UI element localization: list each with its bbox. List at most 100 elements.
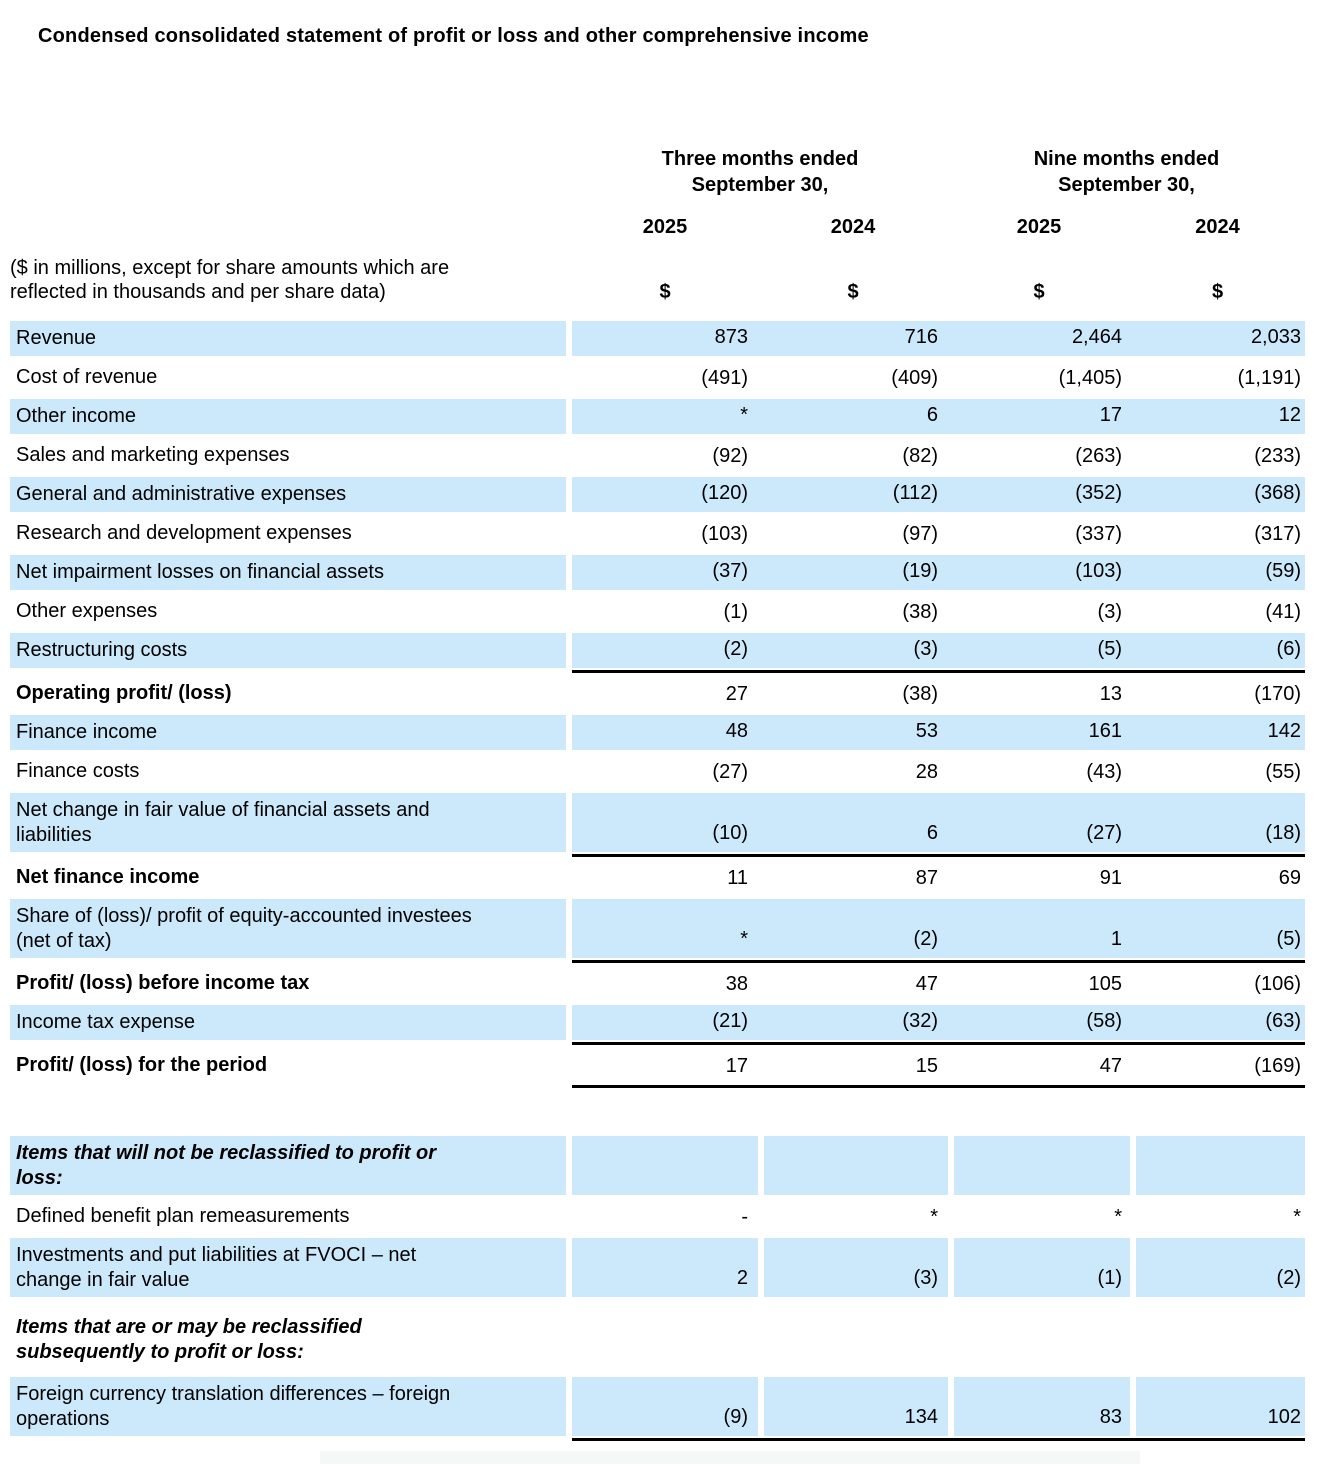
row-label: Revenue	[10, 319, 566, 358]
value-cell	[758, 1134, 948, 1197]
row-values: * 6 17 12	[572, 397, 1305, 436]
value-cell: (103)	[701, 523, 748, 545]
table-rule	[572, 960, 1305, 963]
row-values: 2 (3) (1) (2)	[572, 1236, 1305, 1299]
table-rule	[572, 1085, 1305, 1088]
value-cell: 716	[904, 326, 938, 348]
table-rule	[572, 854, 1305, 857]
value-cell: *	[740, 928, 748, 950]
year-header: 2025	[1016, 216, 1062, 238]
header-spacer	[10, 146, 572, 198]
value-cell: (1,191)	[1237, 367, 1301, 389]
row-values: (1) (38) (3) (41)	[572, 592, 1305, 631]
value-cell: (3)	[913, 638, 938, 660]
row-values: (9) 134 83 102	[572, 1375, 1305, 1438]
value-cell: (10)	[712, 822, 748, 844]
value-cell: (120)	[701, 482, 748, 504]
row-values: (2) (3) (5) (6)	[572, 631, 1305, 670]
row-label: Cost of revenue	[16, 366, 158, 388]
year-header-row: 2025 2024 2025 2024	[10, 216, 1305, 239]
row-label: Profit/ (loss) for the period	[16, 1054, 268, 1076]
row-label: Sales and marketing expenses	[16, 444, 290, 466]
value-cell: 13	[1099, 683, 1122, 705]
value-cell: (59)	[1265, 560, 1301, 582]
row-label: Restructuring costs	[10, 631, 566, 670]
value-cell: *	[948, 1197, 1130, 1236]
value-cell: (92)	[712, 445, 748, 467]
table-note: ($ in millions, except for share amounts…	[10, 257, 450, 303]
row-values: 11 87 91 69	[572, 858, 1305, 897]
row-values: * (2) 1 (5)	[572, 897, 1305, 960]
year-header: 2024	[1195, 216, 1240, 238]
table-row: Finance costs (27) 28 (43) (55)	[10, 752, 1305, 791]
value-cell: 6	[926, 404, 938, 426]
value-cell: (2)	[723, 638, 748, 660]
table-row: Share of (loss)/ profit of equity-accoun…	[10, 897, 1305, 960]
row-values: (103) (97) (337) (317)	[572, 514, 1305, 553]
table-row: Net finance income 11 87 91 69	[10, 858, 1305, 897]
currency-header: $	[659, 281, 671, 303]
value-cell: 2,033	[1250, 326, 1301, 348]
table-row: Items that will not be reclassified to p…	[10, 1134, 1305, 1197]
value-cell: (2)	[913, 928, 938, 950]
period-group-row: Three months ended September 30, Nine mo…	[10, 146, 1305, 198]
table-row: Income tax expense (21) (32) (58) (63)	[10, 1003, 1305, 1042]
value-cell: *	[1130, 1197, 1305, 1236]
value-cell: 1	[1110, 928, 1122, 950]
table-row: Items that are or may be reclassified su…	[10, 1299, 1305, 1375]
row-label: Finance costs	[16, 760, 140, 782]
value-cell: (63)	[1265, 1010, 1301, 1032]
currency-header: $	[1033, 281, 1045, 303]
value-cell: 134	[758, 1375, 948, 1438]
value-cell: (38)	[902, 601, 938, 623]
value-cell: 105	[1088, 973, 1122, 995]
value-cell: 69	[1278, 867, 1301, 889]
value-cell: *	[740, 404, 748, 426]
value-cell	[1130, 1134, 1305, 1197]
value-cell: -	[741, 1206, 748, 1228]
value-cell: (5)	[1097, 638, 1122, 660]
section-spacer	[10, 1089, 1305, 1134]
value-cell: (27)	[1086, 822, 1122, 844]
value-cell: 38	[725, 973, 748, 995]
value-cell: 17	[1099, 404, 1122, 426]
statement-table: Revenue 873 716 2,464 2,033 Cost of revenue (4…	[10, 319, 1305, 1441]
value-cell: (1)	[948, 1236, 1130, 1299]
row-label: Foreign currency translation differences…	[10, 1375, 566, 1438]
value-cell: 27	[725, 683, 748, 705]
row-label: Items that are or may be reclassified su…	[16, 1316, 362, 1363]
value-cell: (409)	[891, 367, 938, 389]
value-cell: 2	[572, 1236, 758, 1299]
value-cell: (3)	[758, 1236, 948, 1299]
row-label: Other income	[10, 397, 566, 436]
value-cell: (97)	[902, 523, 938, 545]
value-cell: 6	[926, 822, 938, 844]
value-cell: (19)	[902, 560, 938, 582]
table-row: Other income * 6 17 12	[10, 397, 1305, 436]
value-cell: 87	[915, 867, 938, 889]
value-cell: (2)	[1130, 1236, 1305, 1299]
value-cell: (170)	[1254, 683, 1301, 705]
value-cell: 53	[915, 720, 938, 742]
row-values: (491) (409) (1,405) (1,191)	[572, 358, 1305, 397]
value-cell: (1)	[723, 601, 748, 623]
table-row: Revenue 873 716 2,464 2,033	[10, 319, 1305, 358]
value-cell: 48	[725, 720, 748, 742]
table-rule	[572, 1042, 1305, 1045]
value-cell: 28	[915, 761, 938, 783]
value-cell: (58)	[1086, 1010, 1122, 1032]
value-cell: (337)	[1075, 523, 1122, 545]
value-cell: (317)	[1254, 523, 1301, 545]
value-cell: (37)	[712, 560, 748, 582]
value-cell: (18)	[1265, 822, 1301, 844]
row-label: Profit/ (loss) before income tax	[16, 972, 310, 994]
value-cell: (263)	[1075, 445, 1122, 467]
value-cell: 91	[1099, 867, 1122, 889]
value-cell: (38)	[902, 683, 938, 705]
row-label: Net impairment losses on financial asset…	[10, 553, 566, 592]
value-cell: 11	[727, 867, 748, 889]
table-row: Cost of revenue (491) (409) (1,405) (1,191)	[10, 358, 1305, 397]
row-values: 27 (38) 13 (170)	[572, 674, 1305, 713]
value-cell: 873	[714, 326, 748, 348]
table-row: Profit/ (loss) for the period 17 15 47 (169)	[10, 1046, 1305, 1085]
